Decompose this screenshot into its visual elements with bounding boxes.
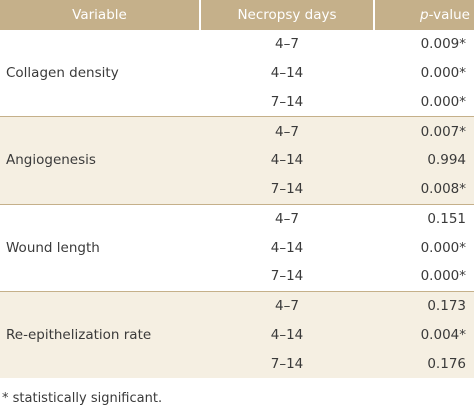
p-value-cell: 0.008* xyxy=(374,174,474,204)
table-row: Re-epithelization rate 4–7 0.173 xyxy=(0,290,474,378)
p-value-cell: 0.007* xyxy=(374,116,474,146)
days-cell: 4–14 xyxy=(200,320,374,350)
header-row: Variable Necropsy days p-value xyxy=(0,0,474,30)
days-cell: 4–7 xyxy=(200,203,374,234)
footnote: * statistically significant. xyxy=(2,391,163,406)
p-value-cell: 0.173 xyxy=(374,290,474,321)
table-row: 4–14 0.000* xyxy=(0,59,474,88)
p-value-cell: 0.000* xyxy=(420,65,466,82)
table-row: 7–14 0.000* xyxy=(0,88,474,117)
days-cell: 7–14 xyxy=(270,268,304,285)
header-italic: p xyxy=(420,7,429,23)
days-cell: 4–14 xyxy=(270,239,304,256)
days-cell: 4–14 xyxy=(200,146,374,175)
table-body: Collagen density 4–7 0.009* 4–14 0.000* 7–14 0… xyxy=(0,30,474,378)
table-row: Angiogenesis 4–7 0.007* xyxy=(0,116,474,204)
days-cell: 4–14 xyxy=(270,65,304,82)
table-row: 7–14 0.008* xyxy=(0,174,474,204)
table: Variable Necropsy days p-value Collagen … xyxy=(0,0,474,378)
days-cell: 7–14 xyxy=(200,174,374,204)
table-row: 4–14 0.000* xyxy=(0,233,474,262)
variable-cell: Collagen density xyxy=(6,65,119,82)
header-cell: p-value xyxy=(373,0,474,30)
table-row: 7–14 0.176 xyxy=(0,349,474,378)
table-row: 4–14 0.994 xyxy=(0,146,474,175)
variable-cell: Wound length xyxy=(0,203,200,292)
p-value-cell: 0.004* xyxy=(374,320,474,350)
variable-cell: Angiogenesis xyxy=(0,116,200,204)
p-value-cell: 0.176 xyxy=(374,349,474,378)
table-row: Collagen density 4–7 0.009* xyxy=(0,30,474,81)
p-value-cell: 0.009* xyxy=(420,36,466,53)
header-cell: Necropsy days xyxy=(199,0,374,30)
header-cell: Variable xyxy=(0,0,200,30)
table-row: 4–14 0.004* xyxy=(0,320,474,350)
days-cell: 7–14 xyxy=(200,349,374,378)
p-value-cell: 0.000* xyxy=(420,93,466,110)
variable-cell: Re-epithelization rate xyxy=(0,290,200,378)
days-cell: 4–7 xyxy=(200,290,374,321)
p-value-cell: 0.994 xyxy=(374,146,474,175)
table-row: Wound length 4–7 0.151 xyxy=(0,203,474,292)
days-cell: 4–7 xyxy=(275,36,299,53)
days-cell: 7–14 xyxy=(270,93,304,110)
days-cell: 4–7 xyxy=(200,116,374,146)
p-value-cell: 0.000* xyxy=(420,268,466,285)
header-text: -value xyxy=(428,7,470,23)
p-value-cell: 0.000* xyxy=(420,239,466,256)
p-value-cell: 0.151 xyxy=(374,203,474,234)
table-row: 7–14 0.000* xyxy=(0,262,474,291)
